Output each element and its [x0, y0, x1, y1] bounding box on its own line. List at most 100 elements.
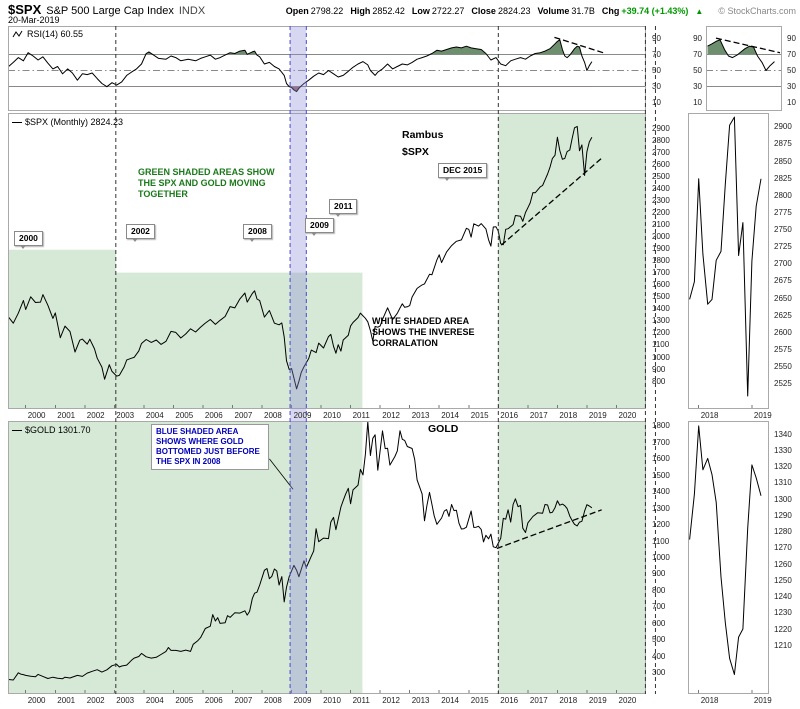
y-axis-tick-label: 1300: [774, 494, 792, 504]
callout-2002: 2002: [126, 224, 155, 242]
close-label: Close: [471, 6, 496, 16]
y-axis-tick-label: 1280: [774, 527, 792, 536]
x-axis-tick-label: 2002: [86, 411, 105, 420]
y-axis-tick-label: 2300: [652, 195, 670, 205]
y-axis-tick-label: 1700: [652, 268, 670, 278]
exchange-label: INDX: [178, 5, 206, 17]
y-axis-tick-label: 1330: [774, 445, 792, 455]
x-axis-tick-label: 2006: [204, 411, 223, 420]
date-text: 20-Mar-2019: [8, 15, 60, 25]
gold-title-label: GOLD: [428, 423, 459, 435]
blue-area-note: BLUE SHADED AREA SHOWS WHERE GOLD BOTTOM…: [151, 424, 269, 470]
volume-value: 31.7B: [571, 6, 595, 16]
y-axis-tick-label: 2900: [652, 123, 670, 133]
x-axis-tick-label: 2014: [441, 411, 459, 420]
rsi-zoom-panel: [706, 26, 782, 111]
spx-zoom-x-axis-labels: 2018 2019: [688, 410, 783, 420]
x-axis-tick-label: 2010: [323, 411, 341, 420]
x-axis-tick-label: 2006: [204, 696, 223, 705]
x-axis-tick-label: 2007: [234, 696, 253, 705]
x-axis-tick-label: 2017: [529, 696, 548, 705]
y-axis-tick-label: 90: [652, 33, 661, 43]
copyright: © StockCharts.com: [718, 6, 796, 16]
quote-strip: Open 2798.22 High 2852.42 Low 2722.27 Close…: [286, 6, 704, 16]
x-axis-tick-label: 2015: [470, 696, 489, 705]
y-axis-tick-label: 1290: [774, 510, 792, 520]
y-axis-tick-label: 70: [787, 49, 796, 59]
green-areas-note: GREEN SHADED AREAS SHOW THE SPX AND GOLD…: [138, 167, 275, 199]
symbol-name: S&P 500 Large Cap Index: [46, 5, 174, 17]
white-area-note: WHITE SHADED AREA SHOWS THE INVERESE COR…: [372, 316, 475, 348]
x-axis-tick-label: 2020: [618, 696, 637, 705]
callout-2011: 2011: [329, 199, 358, 217]
y-axis-tick-label: 2525: [774, 379, 792, 389]
close-value: 2824.23: [497, 6, 531, 16]
rsi-legend: RSI(14) 60.55: [12, 29, 83, 39]
x-axis-tick-label: 2008: [264, 696, 282, 705]
x-axis-tick-label: 2018: [700, 411, 719, 420]
y-axis-tick-label: 30: [787, 82, 796, 92]
y-axis-tick-label: 300: [652, 668, 666, 678]
x-axis-tick-label: 2002: [86, 696, 105, 705]
rsi-zoom-y-axis-left: 90 70 50 30 10: [683, 26, 704, 111]
y-axis-tick-label: 2600: [652, 159, 670, 169]
series-line-marker: [12, 121, 22, 123]
y-axis-tick-label: 1800: [652, 421, 670, 431]
y-axis-tick-label: 1340: [774, 429, 792, 439]
y-axis-tick-label: 90: [693, 33, 702, 43]
y-axis-tick-label: 1600: [652, 280, 670, 290]
y-axis-tick-label: 2400: [652, 183, 670, 193]
y-axis-tick-label: 90: [787, 33, 796, 43]
y-axis-tick-label: 50: [787, 66, 796, 75]
callout-dec-2015: DEC 2015: [438, 163, 488, 181]
y-axis-tick-label: 10: [787, 98, 796, 108]
y-axis-tick-label: 1000: [652, 352, 670, 362]
y-axis-tick-label: 1700: [652, 437, 670, 447]
x-axis-tick-label: 2001: [57, 696, 76, 705]
symbol-ticker: $SPX: [8, 2, 42, 17]
x-axis-tick-label: 2018: [559, 696, 578, 705]
low-value: 2722.27: [431, 6, 465, 16]
y-axis-tick-label: 1500: [652, 292, 670, 302]
y-axis-tick-label: 2700: [774, 259, 792, 269]
spx-legend-label: $SPX (Monthly) 2824.23: [25, 117, 124, 127]
x-axis-tick-label: 2012: [382, 696, 400, 705]
y-axis-tick-label: 2200: [652, 207, 670, 217]
x-axis-tick-label: 2010: [323, 696, 341, 705]
y-axis-tick-label: 50: [652, 66, 661, 75]
callout-2009: 2009: [305, 218, 334, 236]
x-axis-tick-label: 2015: [470, 411, 489, 420]
x-axis-tick-label: 2018: [700, 696, 719, 705]
y-axis-tick-label: 2650: [774, 293, 792, 303]
rsi-legend-label: RSI(14) 60.55: [27, 29, 84, 39]
volume-label: Volume: [537, 6, 570, 16]
y-axis-tick-label: 2550: [774, 362, 792, 371]
low-label: Low: [411, 6, 430, 16]
spx-zoom-panel: [688, 113, 769, 409]
y-axis-tick-label: 1260: [774, 559, 792, 569]
y-axis-tick-label: 400: [652, 651, 666, 661]
gold-x-axis-labels: 2000 2001 2002 2003 2004 2005 2006 2007 2008 2009…: [8, 695, 648, 705]
y-axis-tick-label: 1000: [652, 553, 670, 562]
spx-x-axis-labels: 2000 2001 2002 2003 2004 2005 2006 2007 2008 2009…: [8, 410, 648, 420]
change-value: +39.74 (+1.43%): [621, 6, 689, 16]
x-axis-tick-label: 2003: [116, 696, 135, 705]
y-axis-tick-label: 2500: [652, 171, 670, 181]
y-axis-tick-label: 1210: [774, 640, 792, 650]
rsi-zoom-y-axis-right: 90 70 50 30 10: [784, 26, 800, 111]
y-axis-tick-label: 700: [652, 602, 666, 612]
y-axis-tick-label: 800: [652, 376, 666, 386]
rambus-signature: Rambus $SPX: [402, 129, 444, 158]
y-axis-tick-label: 30: [693, 82, 702, 92]
y-axis-tick-label: 1270: [774, 543, 792, 553]
x-axis-tick-label: 2019: [753, 411, 772, 420]
y-axis-tick-label: 600: [652, 618, 666, 628]
chart-header: $SPX S&P 500 Large Cap Index INDX Open 27…: [8, 2, 796, 17]
gold-zoom-x-axis-labels: 2018 2019: [688, 695, 783, 705]
y-axis-tick-label: 2850: [774, 156, 792, 166]
x-axis-tick-label: 2019: [753, 696, 772, 705]
x-axis-tick-label: 2016: [500, 411, 519, 420]
x-axis-tick-label: 2013: [411, 696, 430, 705]
x-axis-tick-label: 2007: [234, 411, 253, 420]
